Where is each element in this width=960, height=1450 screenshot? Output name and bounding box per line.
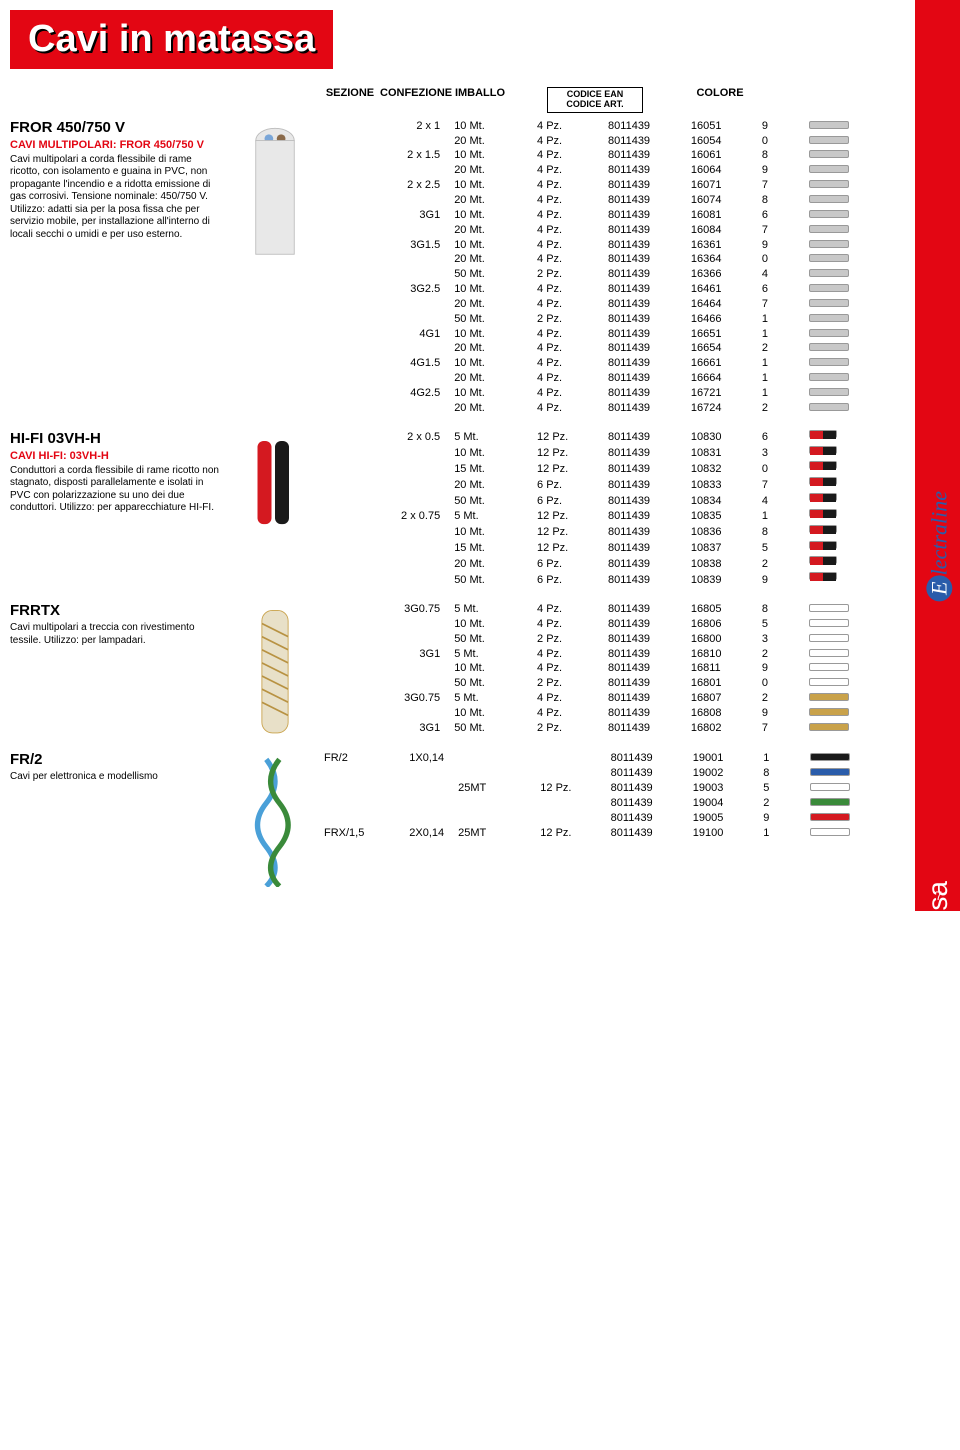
product-section: FRRTX Cavi multipolari a treccia con riv… (10, 602, 900, 737)
table-row: 2 x 0.5 5 Mt. 12 Pz. 8011439 10830 6 (320, 430, 900, 446)
table-row: FR/2 1X0,14 8011439 19001 1 (320, 751, 900, 766)
product-text: Cavi multipolari a treccia con rivestime… (10, 622, 220, 647)
header-imballo: IMBALLO (450, 87, 510, 113)
table-row: 8011439 19002 8 (320, 766, 900, 781)
table-row: 50 Mt. 2 Pz. 8011439 16800 3 (320, 632, 900, 647)
table-row: 20 Mt. 4 Pz. 8011439 16724 2 (320, 401, 900, 416)
table-row: 50 Mt. 6 Pz. 8011439 10839 9 (320, 572, 900, 588)
product-text: Conduttori a corda flessibile di rame ri… (10, 465, 220, 515)
table-row: 3G1 10 Mt. 4 Pz. 8011439 16081 6 (320, 208, 900, 223)
product-image (230, 602, 320, 737)
header-colore: COLORE (680, 87, 760, 113)
product-subtitle: CAVI MULTIPOLARI: FROR 450/750 V (10, 139, 220, 151)
table-row: 10 Mt. 4 Pz. 8011439 16808 9 (320, 706, 900, 721)
table-row: 3G0.75 5 Mt. 4 Pz. 8011439 16807 2 (320, 691, 900, 706)
header-ean: CODICE EANCODICE ART. (510, 87, 680, 113)
product-title: FR/2 (10, 751, 220, 768)
table-row: 50 Mt. 6 Pz. 8011439 10834 4 (320, 493, 900, 509)
table-row: 15 Mt. 12 Pz. 8011439 10832 0 (320, 461, 900, 477)
page-title: Cavi in matassa (10, 10, 333, 69)
table-row: 3G1 50 Mt. 2 Pz. 8011439 16802 7 (320, 721, 900, 736)
table-row: 2 x 1.5 10 Mt. 4 Pz. 8011439 16061 8 (320, 148, 900, 163)
table-row: 50 Mt. 2 Pz. 8011439 16466 1 (320, 312, 900, 327)
header-confezione: CONFEZIONE (380, 87, 450, 113)
table-row: 2 x 0.75 5 Mt. 12 Pz. 8011439 10835 1 (320, 509, 900, 525)
side-tab: Electraline Cavi in matassa 7 (915, 0, 960, 911)
product-section: HI-FI 03VH-H CAVI HI-FI: 03VH-H Condutto… (10, 430, 900, 588)
table-row: 20 Mt. 4 Pz. 8011439 16654 2 (320, 341, 900, 356)
table-row: 8011439 19004 2 (320, 796, 900, 811)
product-table: 2 x 1 10 Mt. 4 Pz. 8011439 16051 9 20 Mt… (320, 119, 900, 416)
table-row: 20 Mt. 4 Pz. 8011439 16464 7 (320, 297, 900, 312)
column-headers: SEZIONE CONFEZIONE IMBALLO CODICE EANCOD… (10, 87, 900, 113)
table-row: 10 Mt. 4 Pz. 8011439 16811 9 (320, 661, 900, 676)
table-row: 8011439 19005 9 (320, 811, 900, 826)
page: Cavi in matassa SEZIONE CONFEZIONE IMBAL… (0, 0, 960, 911)
table-row: FRX/1,5 2X0,14 25MT 12 Pz. 8011439 19100… (320, 826, 900, 841)
table-row: 10 Mt. 12 Pz. 8011439 10836 8 (320, 525, 900, 541)
table-row: 2 x 1 10 Mt. 4 Pz. 8011439 16051 9 (320, 119, 900, 134)
table-row: 2 x 2.5 10 Mt. 4 Pz. 8011439 16071 7 (320, 178, 900, 193)
table-row: 20 Mt. 4 Pz. 8011439 16364 0 (320, 252, 900, 267)
table-row: 25MT 12 Pz. 8011439 19003 5 (320, 781, 900, 796)
table-row: 50 Mt. 2 Pz. 8011439 16366 4 (320, 267, 900, 282)
product-table: FR/2 1X0,14 8011439 19001 1 8011439 1900… (320, 751, 900, 840)
table-row: 20 Mt. 4 Pz. 8011439 16064 9 (320, 163, 900, 178)
side-tab-text: Cavi in matassa (922, 881, 954, 1080)
product-section: FR/2 Cavi per elettronica e modellismo F… (10, 751, 900, 886)
brand-logo: Electraline (926, 491, 952, 601)
table-row: 3G2.5 10 Mt. 4 Pz. 8011439 16461 6 (320, 282, 900, 297)
product-section: FROR 450/750 V CAVI MULTIPOLARI: FROR 45… (10, 119, 900, 416)
table-row: 3G1.5 10 Mt. 4 Pz. 8011439 16361 9 (320, 238, 900, 253)
table-row: 3G1 5 Mt. 4 Pz. 8011439 16810 2 (320, 647, 900, 662)
table-row: 4G1 10 Mt. 4 Pz. 8011439 16651 1 (320, 327, 900, 342)
table-row: 20 Mt. 6 Pz. 8011439 10833 7 (320, 477, 900, 493)
table-row: 10 Mt. 4 Pz. 8011439 16806 5 (320, 617, 900, 632)
header-sezione: SEZIONE (320, 87, 380, 113)
table-row: 50 Mt. 2 Pz. 8011439 16801 0 (320, 676, 900, 691)
product-table: 2 x 0.5 5 Mt. 12 Pz. 8011439 10830 6 10 … (320, 430, 900, 588)
table-row: 20 Mt. 4 Pz. 8011439 16054 0 (320, 134, 900, 149)
product-title: FROR 450/750 V (10, 119, 220, 136)
product-text: Cavi multipolari a corda flessibile di r… (10, 154, 220, 242)
table-row: 20 Mt. 6 Pz. 8011439 10838 2 (320, 556, 900, 572)
product-title: HI-FI 03VH-H (10, 430, 220, 447)
table-row: 4G2.5 10 Mt. 4 Pz. 8011439 16721 1 (320, 386, 900, 401)
table-row: 10 Mt. 12 Pz. 8011439 10831 3 (320, 446, 900, 462)
table-row: 15 Mt. 12 Pz. 8011439 10837 5 (320, 541, 900, 557)
product-image (230, 751, 320, 886)
product-image (230, 119, 320, 416)
table-row: 20 Mt. 4 Pz. 8011439 16074 8 (320, 193, 900, 208)
product-image (230, 430, 320, 588)
table-row: 20 Mt. 4 Pz. 8011439 16664 1 (320, 371, 900, 386)
product-text: Cavi per elettronica e modellismo (10, 771, 220, 784)
table-row: 4G1.5 10 Mt. 4 Pz. 8011439 16661 1 (320, 356, 900, 371)
product-table: 3G0.75 5 Mt. 4 Pz. 8011439 16805 8 10 Mt… (320, 602, 900, 736)
table-row: 3G0.75 5 Mt. 4 Pz. 8011439 16805 8 (320, 602, 900, 617)
product-title: FRRTX (10, 602, 220, 619)
page-number: 7 (935, 889, 942, 903)
product-subtitle: CAVI HI-FI: 03VH-H (10, 450, 220, 462)
table-row: 20 Mt. 4 Pz. 8011439 16084 7 (320, 223, 900, 238)
